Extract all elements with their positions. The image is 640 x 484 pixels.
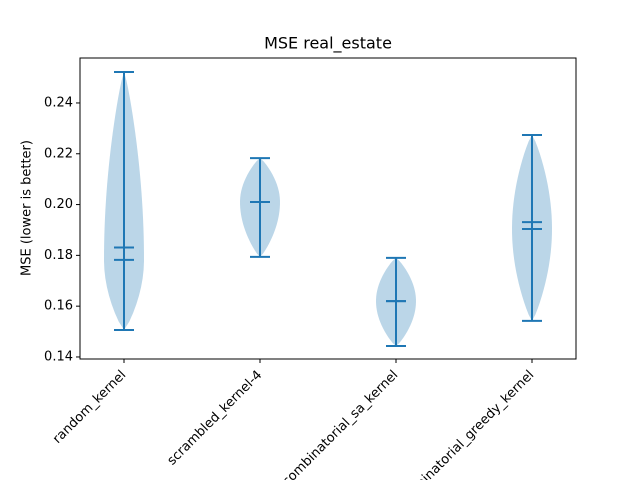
plot-frame [79, 57, 577, 360]
y-tick-label: 0.24 [44, 95, 73, 110]
y-tick-label: 0.22 [44, 146, 73, 161]
y-tick-label: 0.14 [44, 349, 73, 364]
x-tick-label: scrambled_kernel-4 [165, 368, 266, 469]
y-tick-label: 0.16 [44, 299, 73, 314]
y-tick-label: 0.18 [44, 248, 73, 263]
x-tick-label: combinatorial_sa_kernel [280, 368, 402, 480]
x-tick-label: combinatorial_greedy_kernel [394, 368, 537, 480]
y-tick-label: 0.20 [44, 197, 73, 212]
x-tick-label: random_kernel [50, 368, 129, 447]
chart-title: MSE real_estate [264, 34, 392, 54]
y-axis-label: MSE (lower is better) [20, 140, 35, 276]
